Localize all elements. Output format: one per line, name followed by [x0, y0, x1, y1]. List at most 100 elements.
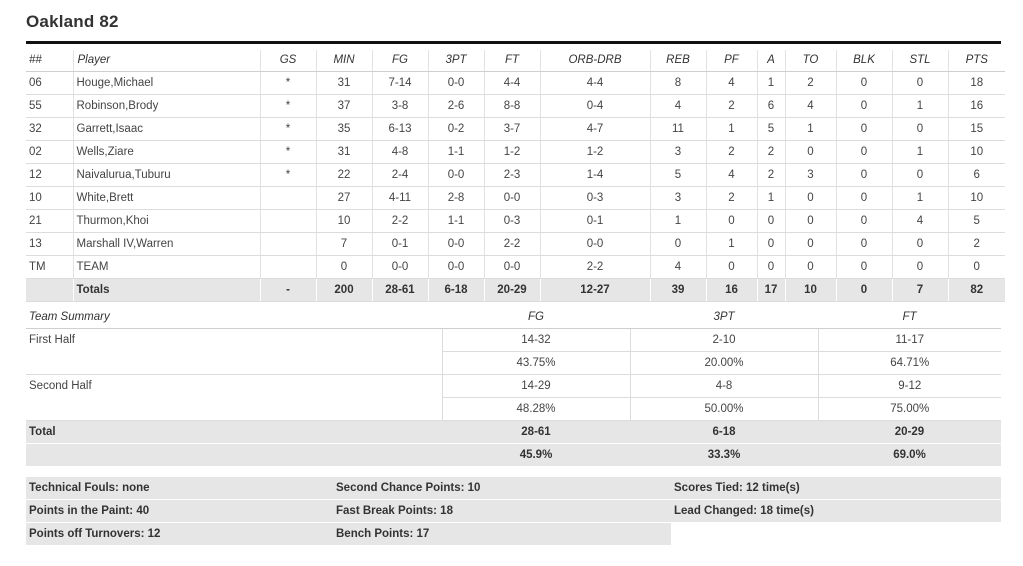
cell-3pt: 0-0 — [427, 163, 484, 187]
summary-cell: 28-61 — [442, 420, 630, 444]
cell-orb-drb: 0-4 — [539, 94, 650, 118]
cell-blk: 0 — [835, 209, 892, 233]
title-divider — [26, 41, 1001, 44]
cell-ft: 2-2 — [483, 232, 540, 256]
summary-row-total-pct: 45.9% 33.3% 69.0% — [26, 443, 1001, 467]
cell-num: 32 — [26, 117, 73, 141]
cell-pts: 15 — [947, 117, 1005, 141]
header-ft: FT — [483, 50, 540, 72]
cell-stl: 0 — [891, 71, 948, 95]
box-header-row: ## Player GS MIN FG 3PT FT ORB-DRB REB PF A TO BLK ST… — [26, 50, 1005, 72]
header-orb-drb: ORB-DRB — [539, 50, 650, 72]
cell-orb-drb: 0-1 — [539, 209, 650, 233]
header-fg: FG — [371, 50, 428, 72]
summary-header-label: Team Summary — [26, 307, 442, 329]
cell-reb: 0 — [649, 232, 706, 256]
summary-label-second-half: Second Half — [26, 374, 442, 421]
cell-min: 31 — [315, 71, 372, 95]
total-stl: 7 — [891, 278, 948, 302]
summary-cell: 20-29 — [818, 420, 1001, 444]
player-name: Wells,Ziare — [72, 140, 260, 164]
cell-num: 02 — [26, 140, 73, 164]
cell-3pt: 0-0 — [427, 71, 484, 95]
summary-cell: 14-32 — [441, 328, 630, 352]
cell-pf: 0 — [705, 209, 757, 233]
total-reb: 39 — [649, 278, 706, 302]
table-row: 21 Thurmon,Khoi 10 2-2 1-1 0-3 0-1 1 0 0 0 0 4 5 — [26, 209, 1005, 233]
cell-reb: 3 — [649, 186, 706, 210]
cell-blk: 0 — [835, 71, 892, 95]
summary-cell: 2-10 — [629, 328, 818, 352]
player-name: Garrett,Isaac — [72, 117, 260, 141]
cell-pf: 4 — [705, 71, 757, 95]
cell-stl: 0 — [891, 163, 948, 187]
cell-num: 12 — [26, 163, 73, 187]
cell-3pt: 0-0 — [427, 232, 484, 256]
total-fg: 28-61 — [371, 278, 428, 302]
summary-label-total: Total — [26, 420, 442, 444]
cell-fg: 3-8 — [371, 94, 428, 118]
player-name: Marshall IV,Warren — [72, 232, 260, 256]
cell-pts: 18 — [947, 71, 1005, 95]
cell-to: 2 — [784, 71, 836, 95]
cell-pts: 6 — [947, 163, 1005, 187]
cell-a: 1 — [756, 71, 785, 95]
summary-cell: 20.00% — [629, 351, 818, 375]
cell-3pt: 1-1 — [427, 140, 484, 164]
player-name: Robinson,Brody — [72, 94, 260, 118]
summary-cell: 69.0% — [818, 443, 1001, 467]
misc-row: Points in the Paint: 40 Fast Break Point… — [26, 499, 1001, 523]
cell-a: 6 — [756, 94, 785, 118]
totals-row: Totals -200 28-61 6-18 20-29 12-27 39 16 17 10 0 7 8… — [26, 278, 1005, 302]
total-3pt: 6-18 — [427, 278, 484, 302]
header-stl: STL — [891, 50, 948, 72]
total-num — [26, 278, 73, 302]
cell-ft: 3-7 — [483, 117, 540, 141]
summary-cell: 43.75% — [441, 351, 630, 375]
header-gs: GS — [259, 50, 316, 72]
summary-row-second-half-made: Second Half 14-29 4-8 9-12 — [26, 374, 1001, 421]
cell-blk: 0 — [835, 255, 892, 279]
summary-row-second-half-pct: 48.28% 50.00% 75.00% — [26, 397, 1001, 421]
player-name: White,Brett — [72, 186, 260, 210]
header-blk: BLK — [835, 50, 892, 72]
total-min: 200 — [315, 278, 372, 302]
total-player: Totals — [72, 278, 260, 302]
cell-pts: 10 — [947, 186, 1005, 210]
technical-fouls: Technical Fouls: none — [26, 477, 333, 500]
cell-fg: 0-0 — [371, 255, 428, 279]
cell-gs: * — [259, 71, 316, 95]
summary-cell: 11-17 — [817, 328, 1001, 352]
cell-num: 06 — [26, 71, 73, 95]
cell-pf: 0 — [705, 255, 757, 279]
cell-reb: 8 — [649, 71, 706, 95]
cell-reb: 11 — [649, 117, 706, 141]
header-to: TO — [784, 50, 836, 72]
cell-stl: 0 — [891, 232, 948, 256]
cell-gs: * — [259, 163, 316, 187]
cell-a: 5 — [756, 117, 785, 141]
table-row: 13 Marshall IV,Warren 7 0-1 0-0 2-2 0-0 0 1 0 0 0 0 2 — [26, 232, 1005, 256]
cell-gs: * — [259, 140, 316, 164]
summary-cell: 45.9% — [442, 443, 630, 467]
cell-fg: 0-1 — [371, 232, 428, 256]
cell-num: 10 — [26, 186, 73, 210]
cell-reb: 1 — [649, 209, 706, 233]
misc-stats-table: Technical Fouls: none Second Chance Poin… — [26, 477, 1001, 546]
cell-min: 7 — [315, 232, 372, 256]
summary-cell-empty — [26, 443, 442, 467]
cell-to: 0 — [784, 255, 836, 279]
cell-orb-drb: 2-2 — [539, 255, 650, 279]
cell-to: 3 — [784, 163, 836, 187]
cell-3pt: 1-1 — [427, 209, 484, 233]
cell-min: 31 — [315, 140, 372, 164]
header-pts: PTS — [947, 50, 1005, 72]
cell-orb-drb: 0-3 — [539, 186, 650, 210]
cell-pts: 10 — [947, 140, 1005, 164]
summary-label-first-half: First Half — [26, 328, 442, 375]
table-row: TM TEAM 0 0-0 0-0 0-0 2-2 4 0 0 0 0 0 0 — [26, 255, 1005, 279]
cell-to: 4 — [784, 94, 836, 118]
cell-pf: 2 — [705, 186, 757, 210]
summary-header-ft: FT — [818, 307, 1001, 329]
cell-blk: 0 — [835, 163, 892, 187]
